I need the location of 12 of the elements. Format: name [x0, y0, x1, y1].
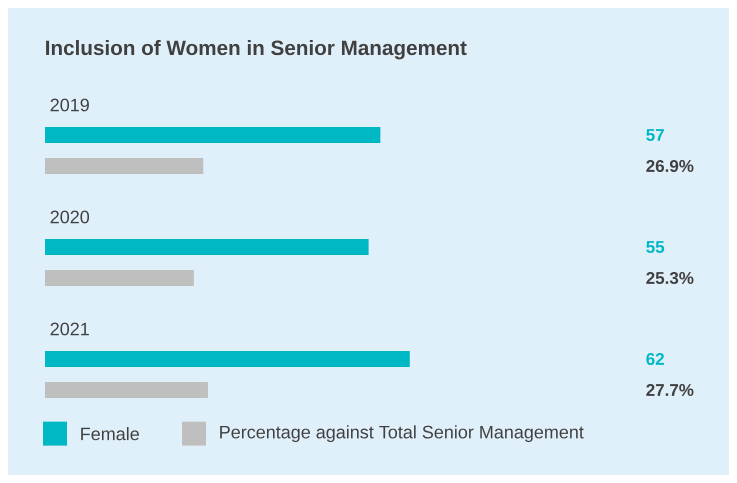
data-label: 55 [646, 241, 664, 253]
data-label: 57 [646, 129, 664, 141]
legend-label: Female [81, 427, 139, 440]
data-label: 62 [646, 352, 664, 366]
y-tick-label: 2021 [50, 322, 89, 336]
y-tick-label: 2019 [50, 98, 89, 112]
data-label: 25.3% [646, 272, 694, 284]
y-tick-label: 2020 [50, 210, 90, 224]
data-label: 27.7% [646, 384, 694, 396]
legend-label: Percentage against Total Senior Management [220, 425, 584, 442]
chart-title: Inclusion of Women in Senior Management [46, 40, 467, 60]
data-label: 26.9% [646, 160, 694, 172]
